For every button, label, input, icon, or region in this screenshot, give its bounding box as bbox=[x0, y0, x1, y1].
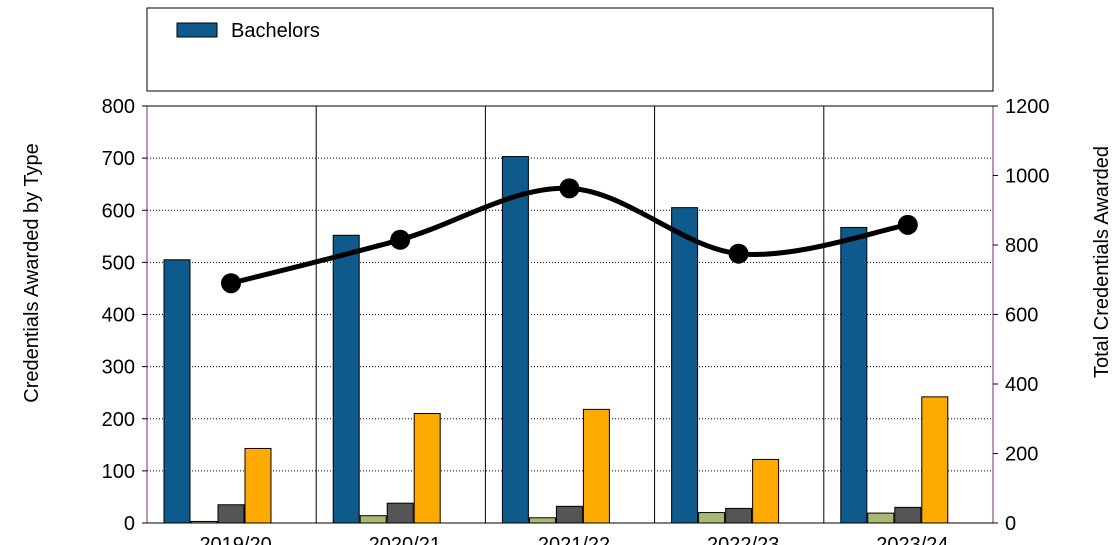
x-tick-label: 2023/24 bbox=[876, 534, 948, 545]
y-tick-label: 700 bbox=[102, 148, 135, 170]
legend-label-bachelors: Bachelors bbox=[231, 20, 320, 42]
total-point-2023-24 bbox=[897, 214, 918, 235]
legend: Bachelors bbox=[176, 20, 320, 42]
legend-box bbox=[146, 7, 994, 92]
total-point-2022-23 bbox=[728, 243, 749, 264]
axes bbox=[142, 105, 998, 524]
y-tick-label: 500 bbox=[102, 252, 135, 274]
x-tick-label: 2020/21 bbox=[369, 534, 441, 545]
bars bbox=[163, 156, 949, 524]
bar-series4-2020-21 bbox=[413, 413, 441, 524]
total-line bbox=[221, 178, 918, 294]
y2-tick-label: 0 bbox=[1005, 513, 1016, 535]
legend-swatch-bachelors bbox=[176, 22, 218, 38]
total-point-2020-21 bbox=[390, 229, 411, 250]
bar-series4-2019-20 bbox=[244, 447, 272, 524]
y2-tick-label: 800 bbox=[1005, 235, 1038, 257]
y2-axis-title: Total Credentials Awarded bbox=[1091, 146, 1113, 378]
bar-series1-2019-20 bbox=[163, 259, 191, 524]
x-tick-label: 2022/23 bbox=[707, 534, 779, 545]
y-tick-label: 200 bbox=[102, 409, 135, 431]
y-axis-title: Credentials Awarded by Type bbox=[21, 143, 43, 402]
bar-series4-2021-22 bbox=[582, 408, 610, 524]
bar-series3-2020-21 bbox=[386, 502, 414, 524]
bar-series3-2022-23 bbox=[725, 507, 753, 524]
y2-tick-label: 1200 bbox=[1005, 96, 1050, 118]
bar-series3-2023-24 bbox=[894, 506, 922, 524]
tick-labels: 0 100 200 300 400 500 600 700 800 0 200 400 600 800 10… bbox=[102, 96, 1050, 545]
bar-series1-2020-21 bbox=[332, 234, 360, 524]
bar-series2-2022-23 bbox=[698, 512, 726, 524]
bar-series2-2021-22 bbox=[528, 517, 556, 524]
bar-series2-2020-21 bbox=[359, 515, 387, 524]
x-tick-label: 2021/22 bbox=[538, 534, 610, 545]
bar-series4-2023-24 bbox=[921, 396, 949, 524]
y-tick-label: 0 bbox=[124, 513, 135, 535]
y2-tick-label: 600 bbox=[1005, 305, 1038, 327]
bar-series1-2023-24 bbox=[840, 226, 868, 524]
total-point-2019-20 bbox=[221, 273, 241, 294]
bar-series4-2022-23 bbox=[752, 458, 780, 524]
y-tick-label: 300 bbox=[102, 357, 135, 379]
y-tick-label: 800 bbox=[102, 96, 135, 118]
total-line-path bbox=[230, 185, 909, 286]
bar-series2-2023-24 bbox=[867, 512, 895, 524]
y-tick-label: 400 bbox=[102, 305, 135, 327]
bar-series1-2021-22 bbox=[501, 156, 529, 524]
x-tick-label: 2019/20 bbox=[199, 534, 271, 545]
y2-tick-label: 1000 bbox=[1005, 166, 1050, 188]
bar-series1-2022-23 bbox=[671, 207, 699, 524]
bar-series3-2019-20 bbox=[217, 504, 245, 524]
y-tick-label: 600 bbox=[102, 200, 135, 222]
total-point-2021-22 bbox=[559, 178, 580, 199]
bar-series3-2021-22 bbox=[555, 505, 583, 524]
y2-tick-label: 400 bbox=[1005, 374, 1038, 396]
y-tick-label: 100 bbox=[102, 461, 135, 483]
y2-tick-label: 200 bbox=[1005, 444, 1038, 466]
